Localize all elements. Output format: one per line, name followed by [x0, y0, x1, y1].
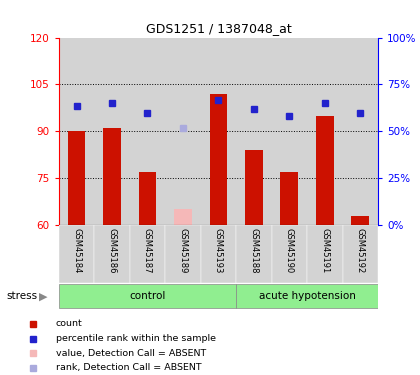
Bar — [174, 209, 192, 225]
Text: rank, Detection Call = ABSENT: rank, Detection Call = ABSENT — [56, 363, 202, 372]
Bar — [343, 38, 378, 225]
FancyBboxPatch shape — [94, 225, 130, 283]
Bar — [245, 150, 263, 225]
Text: ▶: ▶ — [39, 291, 47, 301]
FancyBboxPatch shape — [59, 225, 94, 283]
FancyBboxPatch shape — [307, 225, 343, 283]
Text: control: control — [129, 291, 165, 301]
Text: value, Detection Call = ABSENT: value, Detection Call = ABSENT — [56, 349, 206, 358]
Bar — [130, 38, 165, 225]
FancyBboxPatch shape — [130, 225, 165, 283]
Bar — [210, 94, 227, 225]
Bar — [68, 131, 85, 225]
FancyBboxPatch shape — [236, 225, 272, 283]
Title: GDS1251 / 1387048_at: GDS1251 / 1387048_at — [145, 22, 291, 35]
Text: GSM45184: GSM45184 — [72, 228, 81, 273]
Text: GSM45188: GSM45188 — [249, 228, 258, 273]
Text: stress: stress — [6, 291, 37, 301]
Bar — [94, 38, 130, 225]
Bar — [201, 38, 236, 225]
Text: GSM45190: GSM45190 — [285, 228, 294, 273]
FancyBboxPatch shape — [272, 225, 307, 283]
Bar — [307, 38, 343, 225]
Text: GSM45193: GSM45193 — [214, 228, 223, 273]
Text: count: count — [56, 320, 82, 328]
Text: GSM45191: GSM45191 — [320, 228, 329, 273]
Text: percentile rank within the sample: percentile rank within the sample — [56, 334, 216, 343]
FancyBboxPatch shape — [165, 225, 201, 283]
Text: GSM45189: GSM45189 — [178, 228, 187, 273]
Bar — [272, 38, 307, 225]
FancyBboxPatch shape — [201, 225, 236, 283]
FancyBboxPatch shape — [236, 284, 378, 308]
Text: GSM45192: GSM45192 — [356, 228, 365, 273]
Bar — [59, 38, 94, 225]
Bar — [165, 38, 201, 225]
Text: acute hypotension: acute hypotension — [259, 291, 355, 301]
Bar — [103, 128, 121, 225]
FancyBboxPatch shape — [59, 284, 236, 308]
Text: GSM45187: GSM45187 — [143, 228, 152, 273]
Bar — [352, 216, 369, 225]
Bar — [236, 38, 272, 225]
FancyBboxPatch shape — [343, 225, 378, 283]
Text: GSM45186: GSM45186 — [108, 228, 116, 273]
Bar — [316, 116, 333, 225]
Bar — [139, 172, 156, 225]
Bar — [281, 172, 298, 225]
